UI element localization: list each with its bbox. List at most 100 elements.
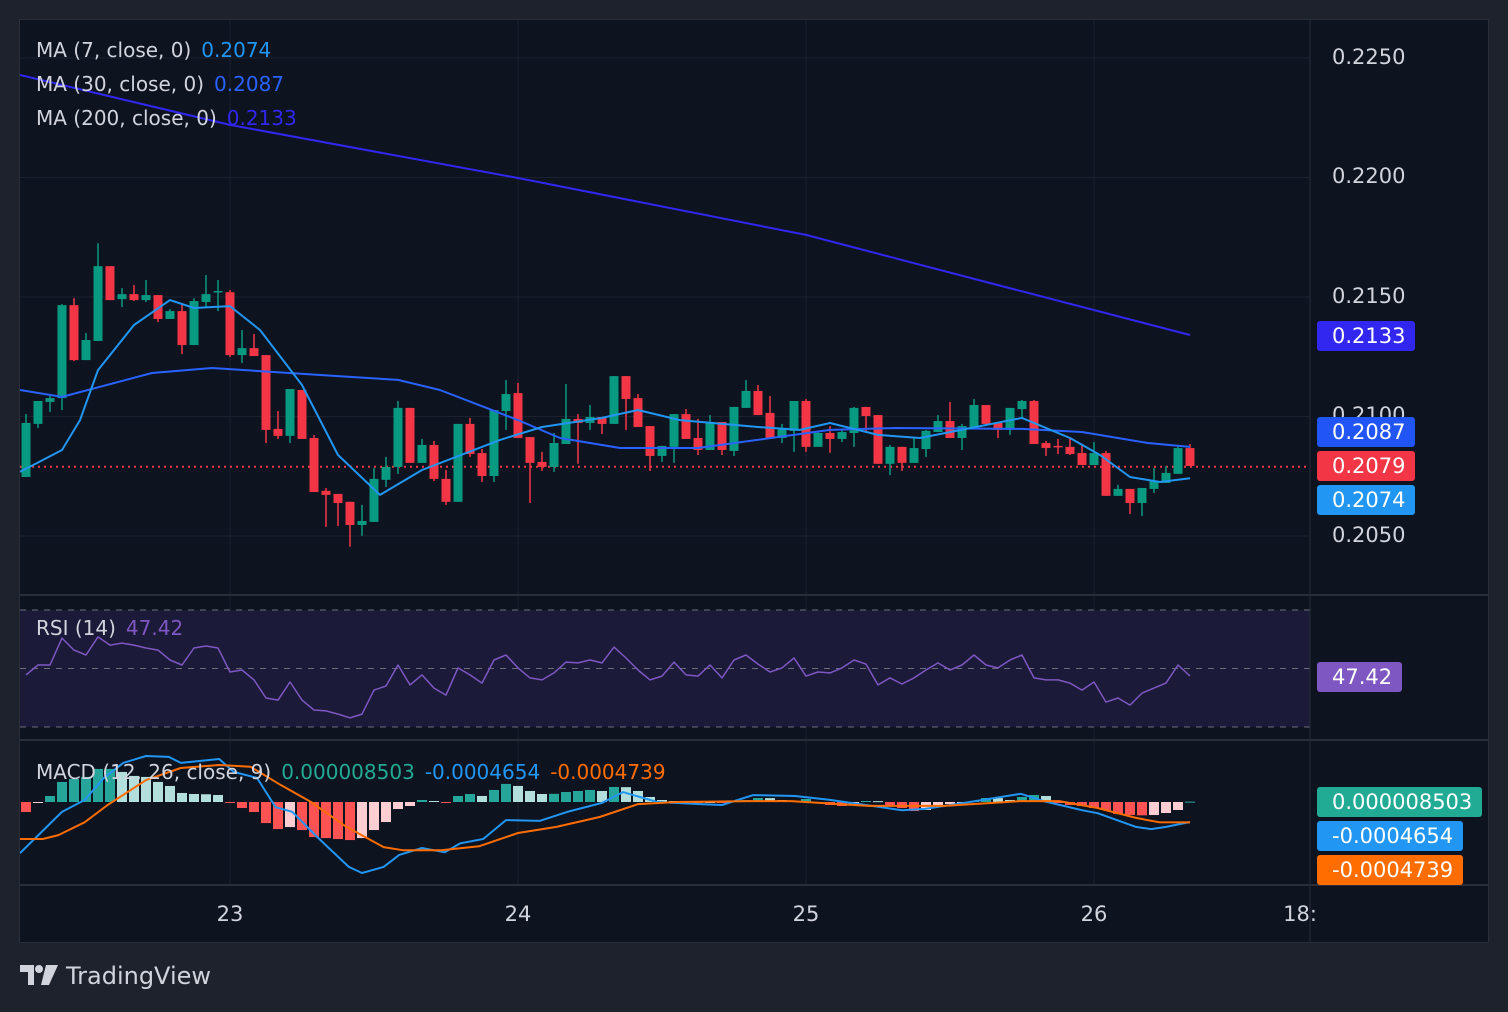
macd-plot [20, 755, 1195, 874]
candle [1125, 488, 1135, 515]
macd-histogram-bar [357, 802, 367, 839]
macd-histogram-bar [33, 802, 43, 803]
candle-body [921, 430, 931, 450]
macd-histogram-bar [45, 795, 55, 802]
candle [285, 389, 295, 444]
candle-body [633, 398, 643, 428]
candle [1041, 440, 1051, 456]
macd-histogram-bar [105, 768, 115, 802]
candle-body [105, 266, 115, 301]
candle-body [1041, 443, 1051, 449]
candle [897, 446, 907, 471]
candle-body [957, 426, 967, 439]
candle [225, 290, 235, 357]
legend-ma200[interactable]: MA (200, close, 0) 0.2133 [36, 106, 307, 130]
candle-body [813, 432, 823, 447]
candle [1161, 465, 1171, 483]
legend-ma30-value: 0.2087 [214, 72, 285, 96]
candle-body [765, 412, 775, 439]
legend-macd[interactable]: MACD (12, 26, close, 9) 0.000008503 -0.000… [36, 760, 676, 784]
candle-body [237, 348, 247, 356]
price-axis-label: 0.2200 [1332, 164, 1406, 188]
candle-body [33, 400, 43, 424]
macd-histogram-bar [393, 802, 403, 810]
candle-body [777, 428, 787, 439]
candle [237, 329, 247, 363]
candle [1077, 444, 1087, 466]
candle-body [897, 446, 907, 463]
candle-body [69, 305, 79, 361]
candle-body [357, 520, 367, 526]
chart-container[interactable]: MA (7, close, 0) 0.2074 MA (30, close, 0)… [20, 20, 1488, 942]
macd-histogram-bar [453, 795, 463, 802]
tradingview-logo-icon [20, 965, 58, 985]
macd-histogram-bar [441, 802, 451, 804]
candle-body [177, 311, 187, 346]
candle-body [1101, 453, 1111, 496]
candle-body [705, 421, 715, 450]
macd-histogram-bar [273, 802, 283, 830]
candle [753, 384, 763, 416]
macd-histogram-bar [585, 789, 595, 802]
candle [993, 422, 1003, 439]
macd-histogram-bar [573, 790, 583, 802]
legend-ma7-value: 0.2074 [201, 38, 272, 62]
tradingview-logo[interactable]: TradingView [20, 962, 211, 990]
candle [249, 334, 259, 357]
candle-body [561, 418, 571, 444]
candle-body [609, 376, 619, 424]
candle [141, 280, 151, 303]
candle-body [93, 266, 103, 341]
macd-histogram-bar [141, 776, 151, 802]
time-axis-label: 25 [792, 902, 820, 926]
time-axis-label: 24 [504, 902, 532, 926]
candle [501, 379, 511, 430]
macd-histogram-bar [609, 786, 619, 802]
candle [705, 415, 715, 450]
legend-rsi[interactable]: RSI (14) 47.42 [36, 616, 193, 640]
candle [1173, 445, 1183, 474]
legend-ma7[interactable]: MA (7, close, 0) 0.2074 [36, 38, 281, 62]
legend-ma200-value: 0.2133 [226, 106, 297, 130]
legend-macd-signal: -0.0004739 [550, 760, 666, 784]
macd-histogram-bar [21, 802, 31, 813]
macd-histogram-bar [309, 802, 319, 838]
macd-histogram-bar [1101, 802, 1111, 810]
candle-body [141, 295, 151, 301]
candle [477, 449, 487, 482]
candle [969, 399, 979, 428]
candle-body [117, 294, 127, 300]
candle [105, 266, 115, 301]
legend-ma30[interactable]: MA (30, close, 0) 0.2087 [36, 72, 294, 96]
candle-body [285, 389, 295, 436]
candle-body [273, 428, 283, 436]
macd-histogram-bar [1173, 802, 1183, 810]
signal-line [20, 764, 1191, 852]
legend-rsi-value: 47.42 [125, 616, 184, 640]
macd-histogram-bar [477, 795, 487, 802]
candle-body [885, 446, 895, 464]
last-price-tag: 0.2079 [1317, 451, 1416, 481]
candle-body [57, 305, 67, 399]
candle-body [753, 390, 763, 416]
candle-body [861, 406, 871, 417]
candle [45, 395, 55, 412]
macd-histogram-bar [501, 783, 511, 802]
macd-histogram-bar [537, 794, 547, 802]
candle [369, 467, 379, 522]
candle [549, 432, 559, 472]
candle [885, 444, 895, 476]
chart-canvas[interactable] [20, 20, 1488, 942]
candle [597, 416, 607, 434]
candle [117, 288, 127, 308]
candle-body [453, 423, 463, 502]
candle [405, 407, 415, 463]
macd-histogram-bar [1053, 802, 1063, 804]
candle-body [597, 416, 607, 424]
candle [297, 389, 307, 439]
candle [21, 414, 31, 477]
macd-histogram-bar [369, 802, 379, 831]
candle [717, 421, 727, 455]
macd-histogram-bar [597, 790, 607, 802]
candle [357, 504, 367, 536]
